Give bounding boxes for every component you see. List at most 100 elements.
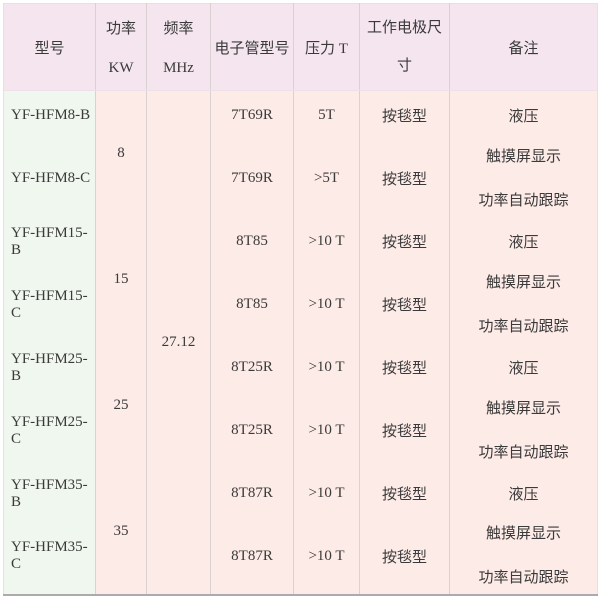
table-row: YF-HFM35-B 35 8T87R >10 T 按毯型 液压 <box>3 468 598 595</box>
tube-text: 7T69R <box>231 107 273 124</box>
remark-cell: 液压 <box>449 216 598 267</box>
remark-line2: 功率自动跟踪 <box>478 192 569 209</box>
remark-line2: 功率自动跟踪 <box>478 570 569 586</box>
pressure-cell: >10 T <box>293 342 360 393</box>
table-row: YF-HFM35-C 8T87R >10 T 按毯型 触摸屏显示 功率自动跟踪 <box>3 518 598 595</box>
table-row: YF-HFM25-B 25 8T25R >10 T 按毯型 液压 <box>3 342 598 469</box>
electrode-text: 按毯型 <box>381 361 427 377</box>
electrode-cell: 按毯型 <box>359 468 450 519</box>
model-cell: YF-HFM15-B <box>3 216 96 267</box>
model-text: YF-HFM15-B <box>11 224 88 258</box>
model-cell: YF-HFM25-B <box>3 342 96 393</box>
pressure-cell: >10 T <box>293 468 360 519</box>
power-cell: 25 <box>95 342 147 469</box>
electrode-cell: 按毯型 <box>359 342 450 393</box>
header-power-label: 功率 <box>105 21 136 37</box>
power-text: 25 <box>113 397 129 413</box>
tube-cell: 8T87R <box>210 468 294 519</box>
tube-text: 8T25R <box>231 422 273 438</box>
electrode-text: 按毯型 <box>381 424 427 440</box>
header-row: 型号 功率 KW 频率 MHz 电子管型号 压力 T 工作电极尺寸 备注 <box>3 3 598 91</box>
tube-cell: 8T85 <box>210 266 294 343</box>
pressure-text: >10 T <box>308 233 345 249</box>
remark-cell: 液压 <box>449 90 598 141</box>
remark-line2: 功率自动跟踪 <box>478 444 569 461</box>
model-text: YF-HFM35-B <box>11 476 88 510</box>
electrode-cell: 按毯型 <box>359 392 450 469</box>
pressure-text: >10 T <box>308 485 345 501</box>
power-cell: 35 <box>95 468 147 595</box>
header-remarks-label: 备注 <box>508 40 539 57</box>
header-pressure-label: 压力 T <box>305 40 348 57</box>
table-row: YF-HFM25-C 8T25R >10 T 按毯型 触摸屏显示 功率自动跟踪 <box>3 392 598 469</box>
remark-cell: 液压 <box>449 468 598 519</box>
electrode-cell: 按毯型 <box>359 266 450 343</box>
tube-cell: 8T25R <box>210 342 294 393</box>
pressure-cell: >10 T <box>293 216 360 267</box>
pressure-text: >10 T <box>308 422 345 438</box>
model-text: YF-HFM8-B <box>11 107 91 124</box>
header-frequency: 频率 MHz <box>146 3 211 91</box>
model-cell: YF-HFM8-C <box>3 140 96 217</box>
header-frequency-unit: MHz <box>163 60 194 76</box>
tube-text: 8T87R <box>231 547 273 564</box>
electrode-text: 按毯型 <box>381 235 427 251</box>
power-text: 35 <box>113 522 129 539</box>
remark-line1: 触摸屏显示 <box>485 148 561 165</box>
pressure-text: >10 T <box>308 296 345 312</box>
remark-text: 液压 <box>508 235 539 251</box>
remark-cell: 触摸屏显示 功率自动跟踪 <box>449 392 598 469</box>
model-cell: YF-HFM35-C <box>3 518 96 595</box>
header-electrode-label: 工作电极尺寸 <box>366 20 442 74</box>
tube-text: 8T85 <box>236 233 268 249</box>
pressure-cell: >10 T <box>293 266 360 343</box>
pressure-cell: >10 T <box>293 392 360 469</box>
tube-cell: 8T25R <box>210 392 294 469</box>
remark-line1: 触摸屏显示 <box>485 400 561 417</box>
power-cell: 15 <box>95 216 147 343</box>
model-cell: YF-HFM25-C <box>3 392 96 469</box>
remark-text: 液压 <box>508 361 539 377</box>
electrode-text: 按毯型 <box>381 109 427 126</box>
tube-text: 8T87R <box>231 485 273 501</box>
remark-line1: 触摸屏显示 <box>485 274 561 291</box>
header-model-label: 型号 <box>34 40 65 57</box>
pressure-text: >10 T <box>308 359 345 375</box>
power-text: 8 <box>117 145 125 162</box>
header-pressure: 压力 T <box>293 3 360 91</box>
remark-cell: 触摸屏显示 功率自动跟踪 <box>449 266 598 343</box>
table-row: YF-HFM8-C 7T69R >5T 按毯型 触摸屏显示 功率自动跟踪 <box>3 140 598 217</box>
power-text: 15 <box>113 271 129 287</box>
pressure-text: >5T <box>313 170 340 186</box>
frequency-cell: 27.12 <box>146 90 211 595</box>
header-tube-label: 电子管型号 <box>214 40 290 57</box>
model-text: YF-HFM25-B <box>11 350 88 384</box>
electrode-cell: 按毯型 <box>359 216 450 267</box>
pressure-cell: >5T <box>293 140 360 217</box>
model-text: YF-HFM15-C <box>11 287 88 321</box>
model-text: YF-HFM25-C <box>11 413 88 447</box>
model-cell: YF-HFM8-B <box>3 90 96 141</box>
remark-text: 液压 <box>508 487 539 503</box>
tube-cell: 7T69R <box>210 140 294 217</box>
model-cell: YF-HFM35-B <box>3 468 96 519</box>
electrode-cell: 按毯型 <box>359 90 450 141</box>
remark-text: 液压 <box>508 109 539 126</box>
model-text: YF-HFM8-C <box>11 170 91 186</box>
electrode-text: 按毯型 <box>381 487 427 503</box>
pressure-text: 5T <box>318 107 335 124</box>
tube-cell: 8T87R <box>210 518 294 595</box>
remark-line2: 功率自动跟踪 <box>478 318 569 335</box>
header-power: 功率 KW <box>95 3 147 91</box>
header-electrode: 工作电极尺寸 <box>359 3 450 91</box>
remark-cell: 液压 <box>449 342 598 393</box>
tube-text: 8T85 <box>236 296 268 312</box>
table-row: YF-HFM15-B 15 8T85 >10 T 按毯型 液压 <box>3 216 598 343</box>
tube-cell: 8T85 <box>210 216 294 267</box>
header-model: 型号 <box>3 3 96 91</box>
header-power-unit: KW <box>108 60 134 76</box>
electrode-text: 按毯型 <box>381 172 427 188</box>
pressure-text: >10 T <box>308 547 345 564</box>
model-text: YF-HFM35-C <box>11 539 88 572</box>
header-remarks: 备注 <box>449 3 598 91</box>
